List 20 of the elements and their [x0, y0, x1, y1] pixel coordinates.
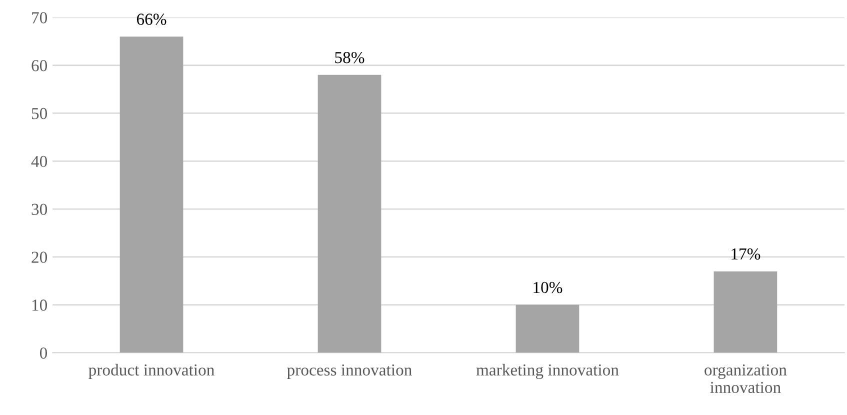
y-tick-label: 40 [31, 156, 48, 168]
y-tick-label: 70 [32, 12, 48, 24]
bar [516, 304, 580, 353]
x-tick-label: marketing innovation [476, 364, 619, 380]
y-tick-label: 30 [32, 204, 48, 215]
bar [318, 74, 382, 353]
x-tick-label: product innovation [88, 364, 214, 379]
x-tick-label: process innovation [287, 364, 412, 379]
y-tick-label: 10 [32, 300, 48, 311]
bar [714, 271, 778, 353]
data-label: 66% [136, 14, 166, 25]
y-tick-label: 60 [32, 60, 48, 72]
data-label: 10% [534, 282, 562, 294]
y-tick-label: 0 [40, 347, 48, 359]
x-tick-label: organization innovation [704, 364, 787, 394]
y-tick-label: 20 [32, 252, 48, 263]
y-tick-label: 50 [32, 108, 48, 120]
data-label: 58% [335, 52, 364, 64]
data-label: 17% [732, 248, 760, 260]
bar [120, 36, 184, 353]
